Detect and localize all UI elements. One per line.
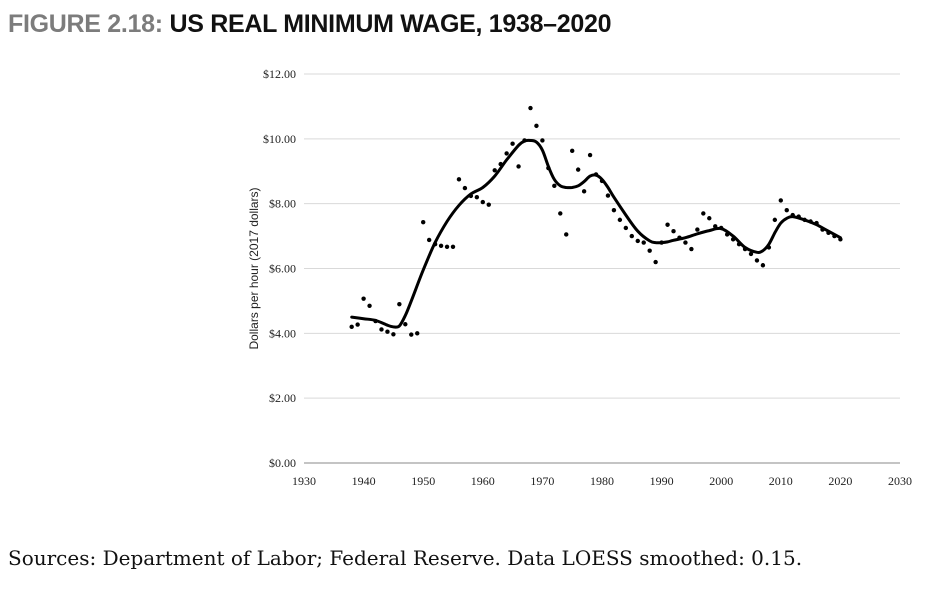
data-point: [367, 303, 372, 308]
x-tick-label: 1970: [530, 474, 554, 488]
x-tick-label: 1980: [590, 474, 614, 488]
data-point: [397, 301, 402, 307]
y-tick-label: $4.00: [269, 326, 296, 340]
data-point: [444, 244, 450, 249]
x-tick-label: 2030: [888, 474, 912, 488]
y-tick-label: $10.00: [263, 132, 296, 146]
data-point: [558, 211, 563, 216]
data-point: [534, 123, 539, 129]
x-tick-label: 1990: [650, 474, 674, 488]
data-point: [510, 141, 515, 146]
x-tick-label: 2000: [709, 474, 733, 488]
data-point: [450, 244, 456, 249]
data-point: [361, 296, 366, 301]
data-point: [623, 225, 629, 231]
data-point: [629, 233, 634, 239]
data-point: [760, 263, 766, 268]
data-point: [683, 240, 688, 245]
data-point: [409, 332, 414, 337]
data-point: [415, 331, 420, 336]
data-point: [528, 105, 533, 111]
wage-chart: $0.00 $2.00 $4.00 $6.00 $8.00 $10.00 $12.00 193…: [247, 67, 912, 488]
data-point: [611, 207, 617, 213]
data-point: [516, 164, 521, 169]
source-note: Sources: Department of Labor; Federal Re…: [8, 546, 803, 570]
data-point: [641, 240, 646, 245]
data-point: [385, 329, 390, 334]
y-axis-title: Dollars per hour (2017 dollars): [247, 187, 261, 349]
data-point: [665, 222, 670, 227]
data-point: [784, 207, 789, 213]
data-point: [474, 194, 480, 200]
x-tick-label: 1930: [292, 474, 316, 488]
data-point: [426, 237, 432, 243]
data-point: [504, 151, 509, 156]
data-point: [772, 217, 778, 223]
figure-title: FIGURE 2.18: US REAL MINIMUM WAGE, 1938–…: [8, 10, 612, 39]
x-tick-label: 1940: [352, 474, 376, 488]
figure-label: FIGURE 2.18:: [8, 10, 163, 38]
loess-smoothed-line: [350, 138, 842, 329]
data-point: [486, 202, 491, 207]
data-point: [754, 258, 760, 263]
x-tick-label: 1950: [411, 474, 435, 488]
data-point: [635, 238, 640, 244]
data-point: [605, 193, 611, 198]
y-tick-label: $12.00: [263, 67, 296, 81]
data-point: [701, 211, 706, 216]
y-tick-label: $6.00: [269, 262, 296, 276]
figure-name: US REAL MINIMUM WAGE, 1938–2020: [169, 10, 612, 38]
data-point: [653, 259, 658, 265]
data-point: [707, 216, 712, 221]
data-point: [575, 167, 581, 172]
data-point: [421, 219, 426, 225]
data-point: [391, 332, 396, 337]
x-tick-label: 2010: [769, 474, 793, 488]
data-point: [617, 217, 623, 223]
data-point: [587, 152, 593, 158]
data-point: [748, 251, 754, 257]
data-point: [379, 327, 384, 332]
data-point: [564, 232, 569, 237]
data-point: [581, 189, 587, 194]
data-point: [355, 322, 360, 327]
y-tick-label: $2.00: [269, 391, 296, 405]
data-point: [689, 246, 694, 252]
data-point: [349, 324, 354, 330]
data-point: [492, 168, 497, 173]
data-point: [438, 243, 444, 249]
data-point: [695, 227, 700, 232]
data-point: [456, 177, 462, 182]
data-point: [778, 198, 783, 203]
data-point: [403, 322, 408, 327]
data-point: [480, 199, 485, 205]
data-point: [552, 183, 557, 189]
y-tick-label: $0.00: [269, 456, 296, 470]
data-point: [671, 229, 676, 234]
x-tick-label: 2020: [828, 474, 852, 488]
data-point: [540, 138, 545, 143]
data-point: [570, 148, 575, 154]
x-tick-label: 1960: [471, 474, 495, 488]
data-point: [462, 185, 468, 191]
y-tick-label: $8.00: [269, 197, 296, 211]
data-point: [647, 248, 652, 253]
